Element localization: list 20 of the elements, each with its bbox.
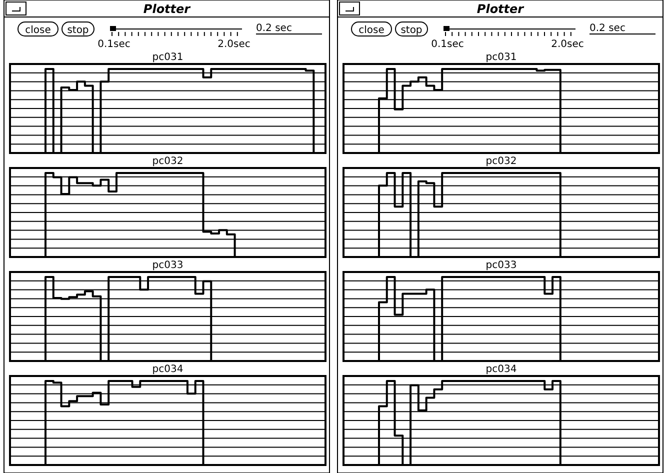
chart-title: pc033 (152, 260, 184, 271)
stop-button: stop (62, 22, 94, 36)
text: 0.2 sec (256, 23, 292, 34)
text: 0.1sec (98, 39, 130, 50)
text: 0.1sec (431, 39, 464, 50)
chart-title: pc034 (486, 364, 517, 375)
chart-title: pc032 (486, 156, 517, 167)
text: 2.0sec (551, 39, 584, 50)
chart-title: pc033 (486, 260, 517, 271)
text: 0.2 sec (590, 23, 626, 34)
close-button: close (18, 22, 58, 36)
chart-title: pc031 (152, 52, 184, 63)
text: Plotter (143, 2, 192, 16)
close-button: close (351, 22, 392, 36)
chart-title: pc034 (152, 364, 184, 375)
text: 2.0sec (218, 39, 250, 50)
text: Plotter (476, 2, 525, 16)
chart-title: pc031 (486, 52, 517, 63)
stop-button: stop (395, 22, 428, 36)
chart-title: pc032 (152, 156, 184, 167)
